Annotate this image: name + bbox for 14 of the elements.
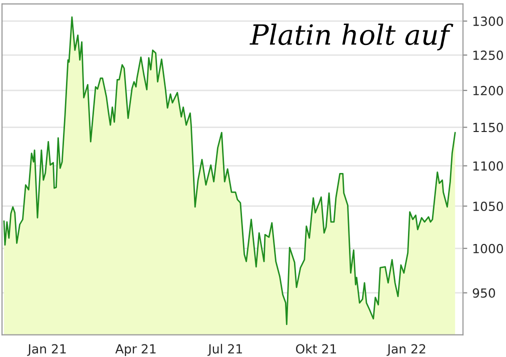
y-tick-label: 1300 — [473, 16, 503, 26]
x-tick-label: Okt 21 — [296, 344, 336, 354]
y-tick-label: 1250 — [473, 50, 503, 60]
y-tick-label: 1100 — [473, 161, 503, 171]
x-tick-label: Jan 22 — [386, 344, 426, 356]
y-tick-label: 1050 — [473, 202, 503, 212]
text: Platin holt auf — [250, 24, 454, 50]
y-tick-label: 1150 — [473, 122, 503, 132]
y-tick-label: 1000 — [473, 244, 503, 254]
x-tick-label: Jan 21 — [27, 344, 66, 356]
y-tick-label: 1200 — [473, 86, 503, 96]
y-tick-label: 950 — [472, 288, 496, 298]
x-tick-label: Jul 21 — [207, 344, 242, 356]
x-tick-label: Apr 21 — [115, 344, 156, 356]
